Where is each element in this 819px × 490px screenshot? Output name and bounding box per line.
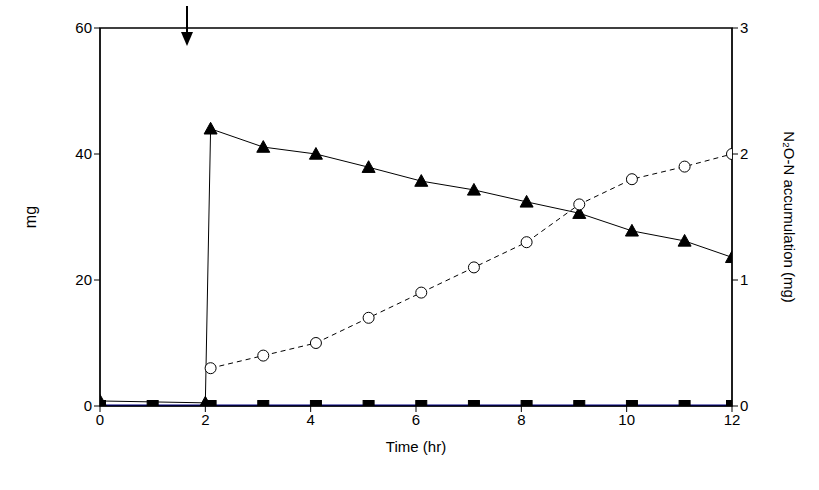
svg-text:40: 40 bbox=[75, 145, 92, 162]
svg-text:0: 0 bbox=[740, 397, 748, 414]
svg-text:10: 10 bbox=[618, 411, 635, 428]
svg-text:2: 2 bbox=[201, 411, 209, 428]
svg-text:0: 0 bbox=[96, 411, 104, 428]
svg-text:mg: mg bbox=[22, 206, 39, 228]
svg-text:Time (hr): Time (hr) bbox=[386, 438, 446, 455]
svg-text:3: 3 bbox=[740, 19, 748, 36]
svg-text:6: 6 bbox=[412, 411, 420, 428]
svg-text:2: 2 bbox=[740, 145, 748, 162]
svg-text:12: 12 bbox=[724, 411, 741, 428]
svg-text:1: 1 bbox=[740, 271, 748, 288]
svg-text:0: 0 bbox=[84, 397, 92, 414]
svg-text:60: 60 bbox=[75, 19, 92, 36]
svg-text:8: 8 bbox=[517, 411, 525, 428]
svg-text:N₂O-N accumulation (mg): N₂O-N accumulation (mg) bbox=[781, 131, 798, 303]
svg-text:4: 4 bbox=[306, 411, 314, 428]
svg-text:20: 20 bbox=[75, 271, 92, 288]
